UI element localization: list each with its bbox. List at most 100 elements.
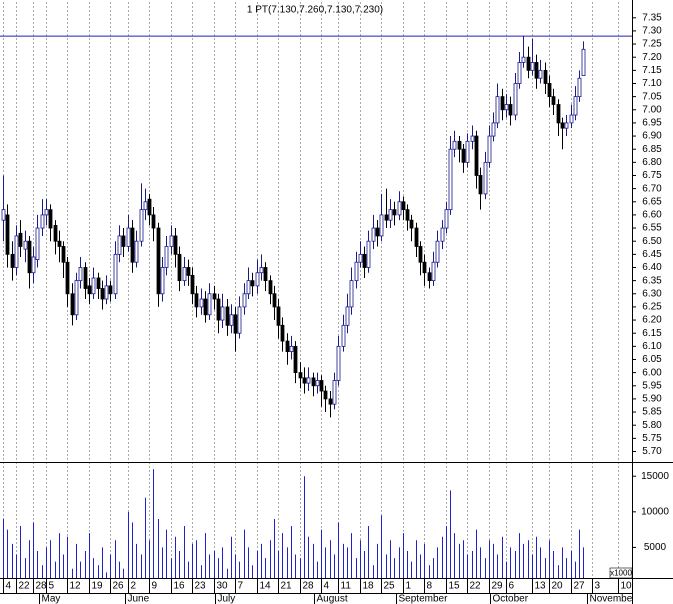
y-tick-label: 6.50	[642, 236, 662, 247]
candle-body	[534, 62, 539, 79]
candle-body	[225, 306, 230, 326]
y-tick-label: 6.15	[642, 328, 662, 339]
x-tick-label: 4	[324, 581, 330, 592]
candle-body	[289, 345, 294, 353]
candle-body	[564, 122, 569, 129]
y-tick-label: 7.35	[642, 12, 662, 23]
candle-body	[500, 96, 505, 111]
month-label: Novembe	[590, 594, 633, 604]
candle-body	[194, 293, 199, 308]
candle-body	[551, 96, 556, 105]
candle-body	[100, 288, 105, 300]
candle-body	[470, 135, 475, 142]
month-label: July	[218, 594, 236, 604]
x-tick-label: 18	[363, 581, 375, 592]
candle-body	[418, 246, 423, 263]
candle-body	[23, 240, 28, 250]
x-tick-label: 5	[49, 581, 55, 592]
y-tick-label: 6.75	[642, 170, 662, 181]
candle-body	[504, 104, 509, 111]
x-tick-label: 12	[70, 581, 82, 592]
y-tick-label: 5.70	[642, 446, 662, 457]
x-tick-label: 22	[470, 581, 482, 592]
candle-body	[237, 306, 242, 334]
candle-body	[332, 380, 337, 405]
candle-body	[465, 140, 470, 163]
candle-body	[160, 267, 165, 295]
candle-body	[229, 314, 234, 326]
candle-body	[315, 380, 320, 387]
x-tick-label: 28	[303, 581, 315, 592]
y-tick-label: 5.90	[642, 394, 662, 405]
x-tick-label: 1	[406, 581, 412, 592]
candle-body	[91, 277, 96, 295]
candle-body	[461, 148, 466, 163]
candle-body	[27, 240, 32, 274]
volume-panel	[3, 469, 584, 578]
x-tick-label: 29	[492, 581, 504, 592]
candle-body	[517, 62, 522, 84]
y-tick-label: 6.25	[642, 302, 662, 313]
candle-body	[182, 267, 187, 282]
candle-body	[242, 293, 247, 308]
candle-body	[474, 135, 479, 176]
candle-body	[306, 377, 311, 384]
candle-body	[53, 225, 58, 242]
candle-body	[74, 280, 79, 316]
candle-body	[14, 235, 19, 268]
y-tick-label: 6.10	[642, 341, 662, 352]
candle-body	[199, 298, 204, 308]
month-label: September	[399, 594, 449, 604]
candle-body	[139, 209, 144, 242]
candle-body	[104, 285, 109, 300]
candle-body	[401, 201, 406, 211]
candle-body	[452, 140, 457, 150]
y-tick-label: 5.95	[642, 380, 662, 391]
x-tick-label: 25	[384, 581, 396, 592]
candle-body	[530, 62, 535, 71]
candle-body	[487, 135, 492, 163]
candle-body	[212, 293, 217, 300]
x-tick-label: 11	[341, 581, 352, 592]
candle-body	[285, 340, 290, 353]
x-tick-label: 7	[238, 581, 244, 592]
candle-body	[371, 227, 376, 242]
candle-body	[113, 253, 118, 295]
unit-box	[609, 567, 633, 579]
candle-body	[513, 83, 518, 116]
month-label: June	[128, 594, 150, 604]
y-tick-label: 6.65	[642, 196, 662, 207]
candle-body	[96, 277, 101, 289]
y-tick-label: 6.70	[642, 183, 662, 194]
candle-body	[427, 272, 432, 282]
y-tick-label: 6.45	[642, 249, 662, 260]
candle-body	[384, 214, 389, 221]
y-tick-label: 7.15	[642, 65, 662, 76]
y-tick-label: 6.00	[642, 367, 662, 378]
candle-body	[444, 209, 449, 229]
candle-body	[272, 293, 277, 308]
x-tick-label: 9	[152, 581, 158, 592]
candle-body	[203, 298, 208, 316]
candle-body	[126, 227, 131, 247]
x-tick-label: 6	[509, 581, 515, 592]
y-tick-label: 7.05	[642, 91, 662, 102]
candle-body	[246, 280, 251, 295]
candle-body	[5, 214, 10, 255]
x-tick-label: 13	[535, 581, 547, 592]
candle-body	[40, 214, 45, 229]
candle-body	[526, 56, 531, 71]
y-tick-label: 5.80	[642, 420, 662, 431]
volume-unit: x1000	[610, 569, 632, 578]
candle-body	[57, 240, 62, 247]
x-tick-label: 2	[131, 581, 137, 592]
candle-body	[61, 246, 66, 263]
chart-title: 1 PT(7.130,7.260,7.130,7.230)	[247, 5, 383, 16]
x-tick-label: 21	[281, 581, 293, 592]
candle-body	[577, 77, 582, 98]
candle-body	[392, 209, 397, 216]
candle-body	[341, 324, 346, 347]
candle-body	[255, 272, 260, 287]
candle-body	[259, 267, 264, 274]
